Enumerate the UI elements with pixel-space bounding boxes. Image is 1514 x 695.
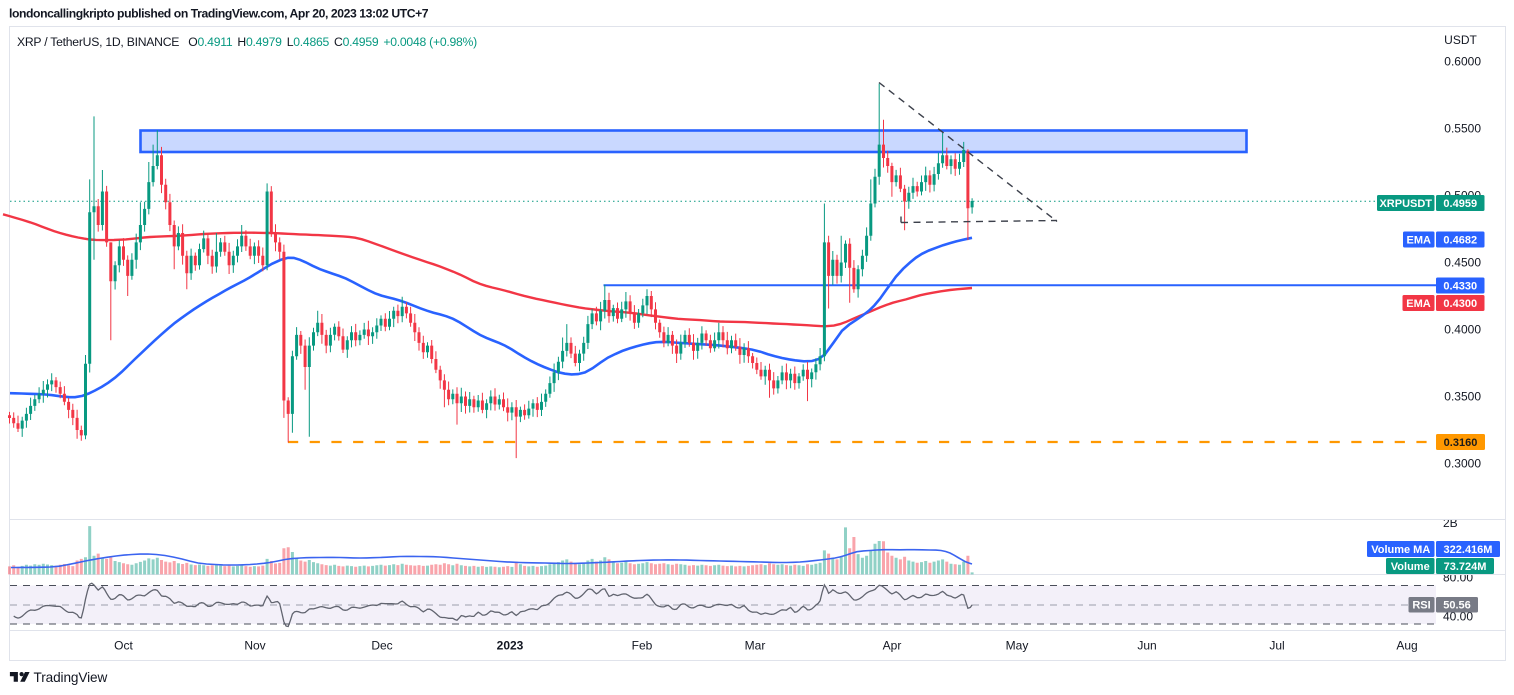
svg-text:Jul: Jul (1269, 639, 1284, 653)
svg-text:Volume: Volume (1391, 561, 1430, 573)
svg-text:73.724M: 73.724M (1444, 561, 1487, 573)
svg-text:0.4300: 0.4300 (1443, 298, 1477, 310)
svg-text:2023: 2023 (497, 639, 524, 653)
svg-text:EMA: EMA (1406, 298, 1431, 310)
svg-text:Feb: Feb (632, 639, 653, 653)
svg-text:0.4959: 0.4959 (1443, 198, 1477, 210)
svg-text:EMA: EMA (1407, 234, 1432, 246)
svg-text:XRP / TetherUS, 1D, BINANCE O0: XRP / TetherUS, 1D, BINANCE O0.4911 H0.49… (17, 35, 477, 49)
svg-text:0.4000: 0.4000 (1444, 323, 1481, 337)
svg-text:Dec: Dec (371, 639, 392, 653)
svg-text:0.3500: 0.3500 (1444, 390, 1481, 404)
svg-text:Oct: Oct (114, 639, 133, 653)
svg-text:2B: 2B (1443, 516, 1458, 530)
svg-text:0.3000: 0.3000 (1444, 457, 1481, 471)
svg-text:londoncallingkripto published: londoncallingkripto published on Trading… (9, 7, 429, 21)
svg-text:Nov: Nov (244, 639, 265, 653)
svg-text:50.56: 50.56 (1443, 600, 1471, 612)
svg-text:RSI: RSI (1412, 600, 1430, 612)
svg-text:Apr: Apr (883, 639, 902, 653)
svg-text:0.3160: 0.3160 (1444, 437, 1478, 449)
svg-text:0.4500: 0.4500 (1444, 256, 1481, 270)
svg-text:Volume MA: Volume MA (1371, 544, 1430, 556)
svg-text:0.6000: 0.6000 (1444, 55, 1481, 69)
svg-text:40.00: 40.00 (1443, 610, 1473, 624)
svg-text:80.00: 80.00 (1443, 571, 1473, 585)
svg-text:0.5500: 0.5500 (1444, 122, 1481, 136)
svg-text:TradingView: TradingView (34, 670, 108, 685)
svg-text:322.416M: 322.416M (1444, 544, 1493, 556)
svg-text:0.4330: 0.4330 (1443, 280, 1477, 292)
svg-text:XRPUSDT: XRPUSDT (1379, 198, 1432, 210)
svg-text:0.4682: 0.4682 (1443, 234, 1477, 246)
svg-text:Aug: Aug (1396, 639, 1417, 653)
svg-text:May: May (1006, 639, 1029, 653)
svg-text:USDT: USDT (1444, 33, 1477, 47)
svg-text:Jun: Jun (1137, 639, 1156, 653)
svg-text:Mar: Mar (745, 639, 766, 653)
